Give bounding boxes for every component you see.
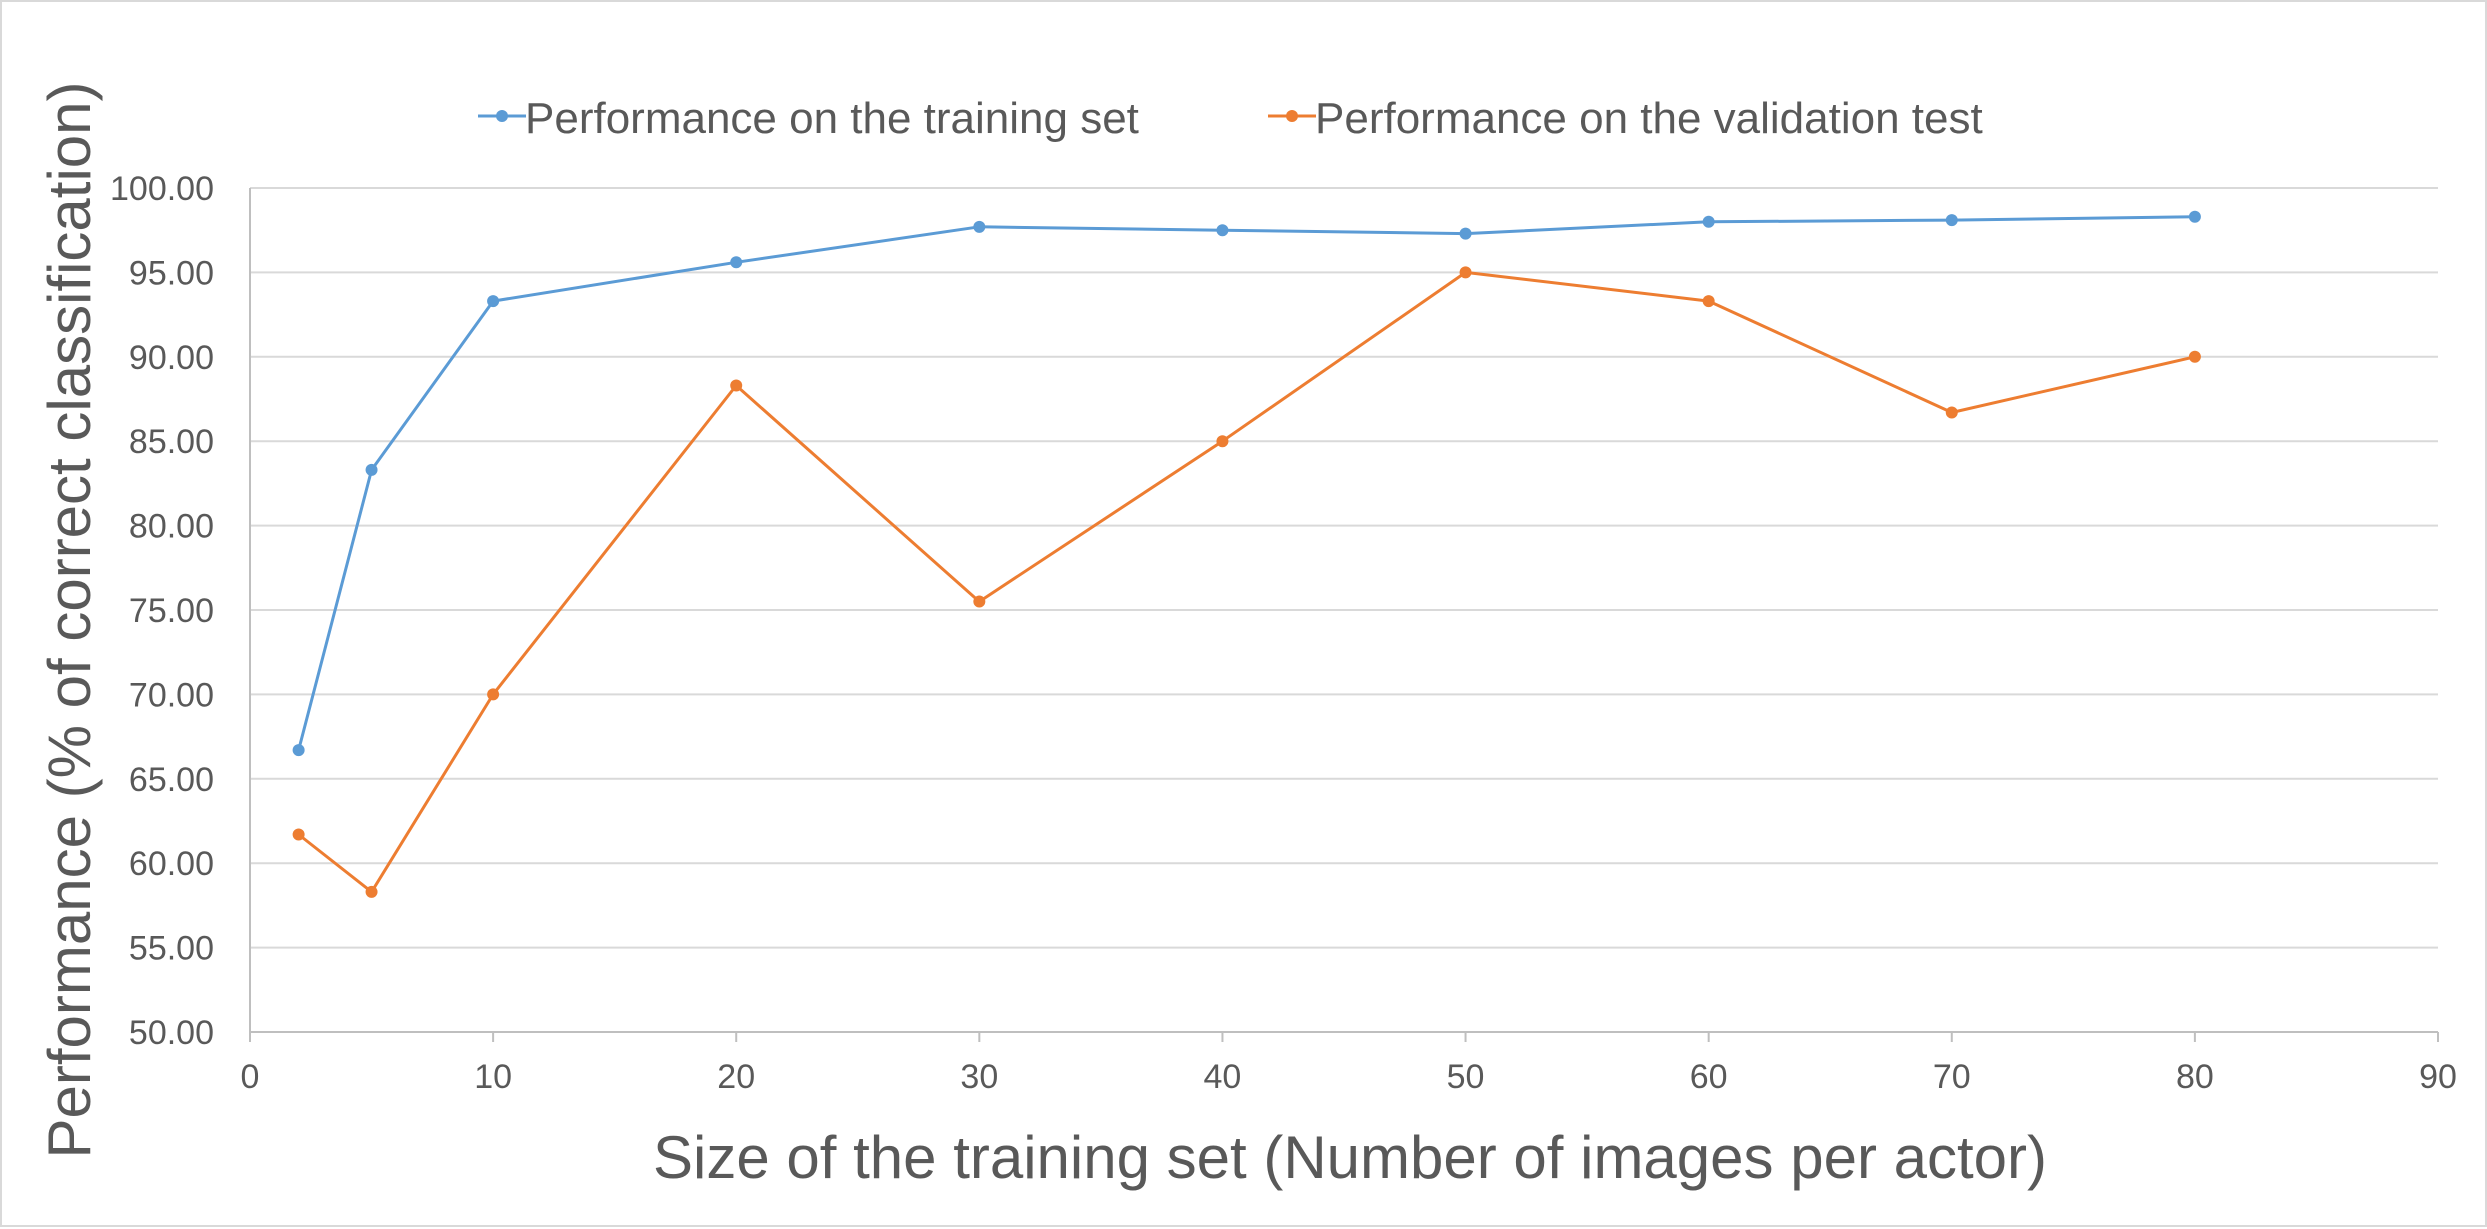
data-point-validation — [1216, 435, 1229, 448]
x-tick-label: 10 — [474, 1058, 512, 1096]
data-point-validation — [730, 379, 743, 392]
y-tick-label: 50.00 — [129, 1014, 214, 1052]
legend-label-training: Performance on the training set — [525, 94, 1139, 143]
legend-label-validation: Performance on the validation test — [1315, 94, 1983, 143]
data-point-training — [292, 744, 305, 757]
legend-item-training: Performance on the training set — [478, 94, 1139, 143]
x-tick-label: 20 — [717, 1058, 755, 1096]
axes — [249, 188, 2439, 1042]
data-point-training — [973, 220, 986, 233]
x-axis-title: Size of the training set (Number of imag… — [653, 1124, 2047, 1191]
y-tick-label: 65.00 — [129, 761, 214, 799]
x-tick-label: 30 — [960, 1058, 998, 1096]
data-point-training — [730, 256, 743, 269]
x-tick-label: 70 — [1933, 1058, 1971, 1096]
x-tick-label: 60 — [1690, 1058, 1728, 1096]
y-tick-label: 60.00 — [129, 845, 214, 883]
data-point-training — [1702, 215, 1715, 228]
data-point-validation — [487, 688, 500, 701]
data-point-validation — [365, 885, 378, 898]
legend-item-validation: Performance on the validation test — [1268, 94, 1983, 143]
series-line-validation — [297, 270, 2196, 894]
data-point-validation — [2188, 350, 2201, 363]
series-group — [292, 210, 2201, 898]
legend-marker-training — [496, 110, 508, 122]
x-tick-labels: 0 10 20 30 40 50 60 70 80 90 — [241, 1058, 2457, 1096]
series-line-training — [297, 215, 2195, 751]
data-point-validation — [1459, 266, 1472, 279]
x-tick-label: 50 — [1447, 1058, 1485, 1096]
data-point-training — [487, 295, 500, 308]
y-tick-label: 55.00 — [129, 930, 214, 968]
y-tick-labels: 50.00 55.00 60.00 65.00 70.00 75.00 80.00 85.00… — [110, 170, 214, 1052]
x-tick-label: 90 — [2419, 1058, 2457, 1096]
data-point-validation — [1945, 406, 1958, 419]
data-point-training — [2188, 210, 2201, 223]
x-tick-label: 40 — [1204, 1058, 1242, 1096]
y-tick-label: 75.00 — [129, 592, 214, 630]
y-tick-label: 95.00 — [129, 254, 214, 292]
legend-marker-validation — [1286, 110, 1298, 122]
y-tick-label: 85.00 — [129, 423, 214, 461]
y-tick-label: 80.00 — [129, 508, 214, 546]
y-tick-label: 70.00 — [129, 676, 214, 714]
data-point-training — [1945, 214, 1958, 227]
data-point-validation — [292, 828, 305, 841]
y-tick-label: 100.00 — [110, 170, 214, 208]
gridlines — [250, 187, 2438, 949]
data-point-training — [1216, 224, 1229, 237]
data-point-training — [1459, 227, 1472, 240]
legend: Performance on the training set Performa… — [478, 94, 1983, 143]
data-point-training — [365, 463, 378, 476]
data-point-validation — [1702, 295, 1715, 308]
y-axis-title: Performance (% of correct classification… — [36, 81, 103, 1158]
y-tick-label: 90.00 — [129, 339, 214, 377]
data-point-validation — [973, 595, 986, 608]
x-tick-label: 0 — [241, 1058, 260, 1096]
x-tick-label: 80 — [2176, 1058, 2214, 1096]
